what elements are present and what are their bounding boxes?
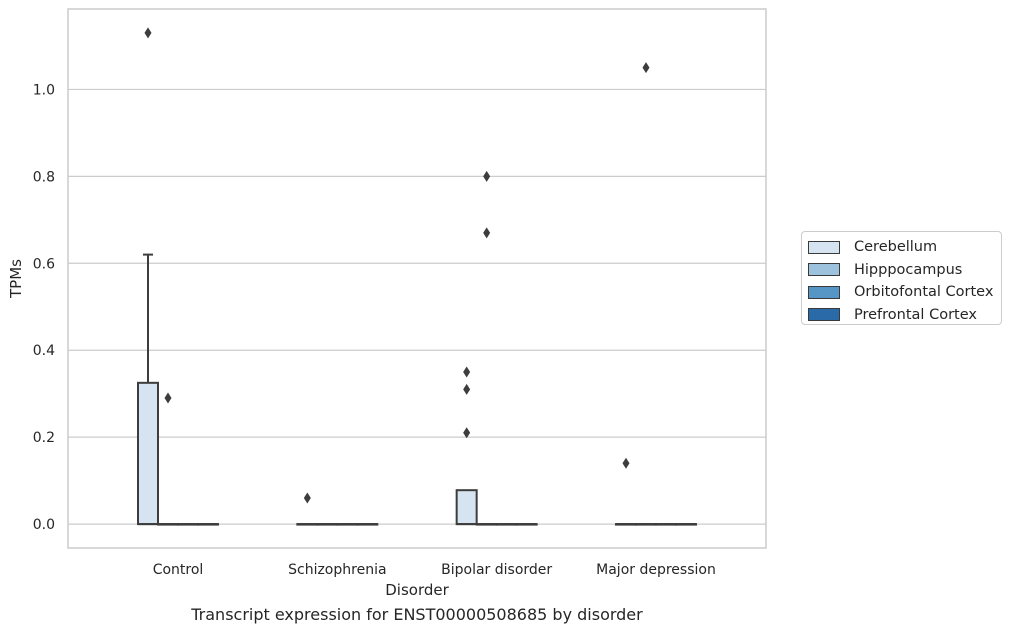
legend-label: Prefrontal Cortex [854,306,977,323]
y-tick-label: 0.6 [33,256,55,272]
box-prefrontal-cortex [356,523,379,526]
legend-swatch-prefrontal [808,308,840,322]
legend-item: Hipppocampus [808,259,995,282]
y-tick-label: 0.0 [33,517,55,533]
plot-frame [67,8,767,549]
legend-swatch-orbitofrontal [808,285,840,299]
legend-swatch-hippocampus [808,263,840,277]
outlier-point [622,457,630,469]
legend-label: Cerebellum [854,239,938,256]
y-tick-labels: 0.0 0.2 0.4 0.6 0.8 1.0 [33,82,55,533]
box-prefrontal-cortex [197,523,219,526]
y-tick-label: 0.2 [33,430,55,446]
x-axis-label: Disorder [385,581,449,599]
x-tick-label: Control [153,562,204,578]
outlier-point [164,392,172,404]
figure-caption: Transcript expression for ENST0000050868… [191,605,643,624]
box-cerebellum [455,366,478,526]
box-hipppocampus [157,392,179,526]
outlier-point [463,383,471,395]
box-body [455,489,478,526]
x-tick-label: Schizophrenia [288,562,386,578]
box-orbitofontal-cortex [177,523,199,526]
outlier-point [463,427,471,439]
y-tick-label: 0.8 [33,169,55,185]
legend: Cerebellum Hipppocampus Orbitofontal Cor… [801,231,1002,325]
legend-item: Orbitofontal Cortex [808,281,995,304]
box-orbitofontal-cortex [336,523,359,526]
outlier-point [483,170,491,182]
box-prefrontal-cortex [515,523,538,526]
legend-label: Orbitofontal Cortex [854,284,994,301]
outlier-point [144,27,152,39]
y-axis-label: TPMs [7,259,25,299]
legend-label: Hipppocampus [854,261,963,278]
box-cerebellum [137,27,159,526]
legend-swatch-cerebellum [808,240,840,254]
y-tick-label: 0.4 [33,343,55,359]
x-tick-labels: Control Schizophrenia Bipolar disorder Majo… [153,562,716,578]
box-orbitofontal-cortex [495,523,518,526]
box-hipppocampus [316,523,339,526]
legend-item: Prefrontal Cortex [808,304,995,327]
gridlines [68,88,766,525]
box-cerebellum [296,492,319,526]
box-plot-marks [137,27,697,526]
outlier-point [463,366,471,378]
box-prefrontal-cortex [674,523,697,526]
box-orbitofontal-cortex [654,523,677,526]
outlier-point [642,62,650,74]
x-tick-label: Bipolar disorder [441,562,552,578]
y-tick-label: 1.0 [33,82,55,98]
box-body [137,381,159,526]
box-cerebellum [614,457,637,526]
x-tick-label: Major depression [596,562,716,578]
outlier-point [483,227,491,239]
legend-item: Cerebellum [808,236,995,259]
box-hipppocampus [475,170,498,526]
box-hipppocampus [634,62,657,526]
outlier-point [303,492,311,504]
